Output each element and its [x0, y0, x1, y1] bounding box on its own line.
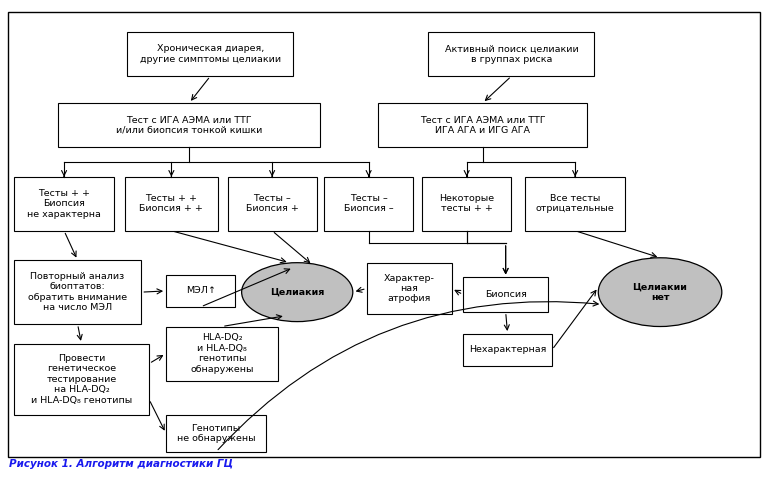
FancyBboxPatch shape	[324, 177, 413, 231]
Text: Некоторые
тесты + +: Некоторые тесты + +	[439, 194, 494, 214]
Ellipse shape	[598, 258, 722, 327]
FancyBboxPatch shape	[422, 177, 511, 231]
FancyBboxPatch shape	[14, 260, 141, 324]
FancyBboxPatch shape	[166, 327, 278, 381]
Text: Биопсия: Биопсия	[485, 290, 527, 299]
FancyBboxPatch shape	[428, 32, 594, 76]
FancyBboxPatch shape	[463, 277, 548, 312]
FancyBboxPatch shape	[367, 263, 452, 314]
FancyBboxPatch shape	[166, 415, 266, 452]
Text: Нехарактерная: Нехарактерная	[469, 345, 547, 355]
Text: HLA-DQ₂
и HLA-DQ₈
генотипы
обнаружены: HLA-DQ₂ и HLA-DQ₈ генотипы обнаружены	[190, 333, 254, 374]
FancyBboxPatch shape	[14, 344, 149, 415]
Text: Тест с ИГА АЭМА или ТТГ
и/или биопсия тонкой кишки: Тест с ИГА АЭМА или ТТГ и/или биопсия то…	[116, 115, 262, 135]
Text: Характер-
ная
атрофия: Характер- ная атрофия	[384, 273, 435, 303]
FancyBboxPatch shape	[378, 103, 587, 147]
Text: Целиакия: Целиакия	[270, 288, 324, 297]
FancyBboxPatch shape	[463, 334, 552, 366]
Ellipse shape	[242, 263, 353, 322]
Text: Повторный анализ
биоптатов:
обратить внимание
на число МЭЛ: Повторный анализ биоптатов: обратить вни…	[28, 272, 127, 312]
Text: Генотипы
не обнаружены: Генотипы не обнаружены	[177, 424, 256, 443]
Text: Тесты + +
Биопсия + +: Тесты + + Биопсия + +	[140, 194, 203, 214]
FancyBboxPatch shape	[525, 177, 625, 231]
Text: Тесты + +
Биопсия
не характерна: Тесты + + Биопсия не характерна	[27, 189, 101, 218]
FancyBboxPatch shape	[127, 32, 293, 76]
Text: МЭЛ↑: МЭЛ↑	[186, 286, 215, 296]
Text: Целиакии
нет: Целиакии нет	[632, 282, 688, 302]
FancyBboxPatch shape	[125, 177, 218, 231]
Text: Хроническая диарея,
другие симптомы целиакии: Хроническая диарея, другие симптомы цели…	[140, 44, 281, 64]
Text: Активный поиск целиакии
в группах риска: Активный поиск целиакии в группах риска	[445, 44, 578, 64]
Text: Провести
генетическое
тестирование
на HLA-DQ₂
и HLA-DQ₈ генотипы: Провести генетическое тестирование на HL…	[31, 354, 132, 405]
Text: Рисунок 1. Алгоритм диагностики ГЦ: Рисунок 1. Алгоритм диагностики ГЦ	[9, 459, 233, 469]
FancyBboxPatch shape	[166, 275, 235, 307]
FancyBboxPatch shape	[228, 177, 317, 231]
FancyBboxPatch shape	[14, 177, 114, 231]
FancyBboxPatch shape	[58, 103, 320, 147]
Text: Тесты –
Биопсия –: Тесты – Биопсия –	[344, 194, 394, 214]
Text: Тест с ИГА АЭМА или ТТГ
ИГА АГА и ИГG АГА: Тест с ИГА АЭМА или ТТГ ИГА АГА и ИГG АГ…	[420, 115, 545, 135]
FancyBboxPatch shape	[8, 12, 760, 457]
Text: Тесты –
Биопсия +: Тесты – Биопсия +	[245, 194, 299, 214]
Text: Все тесты
отрицательные: Все тесты отрицательные	[536, 194, 615, 214]
